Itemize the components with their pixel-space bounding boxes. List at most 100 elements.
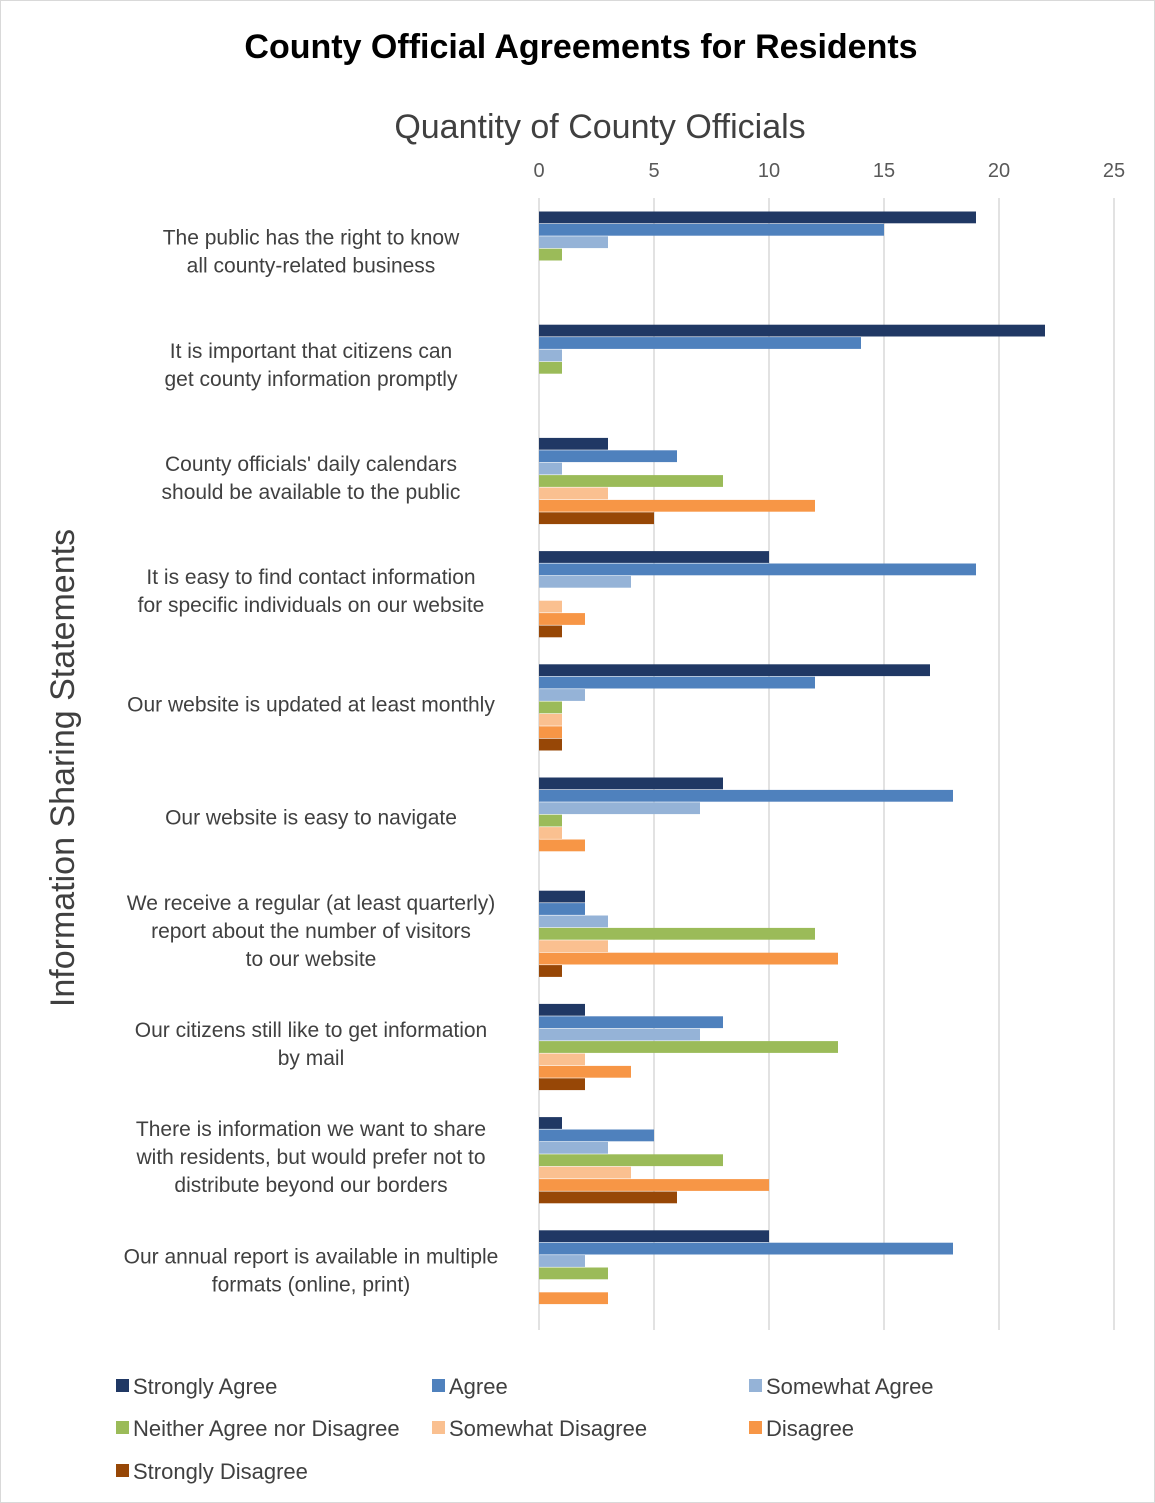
category-label: Our website is easy to navigate xyxy=(165,807,457,830)
bar xyxy=(539,1154,723,1167)
bar xyxy=(539,223,884,236)
bar xyxy=(539,915,608,928)
legend-swatch xyxy=(116,1421,129,1434)
bar xyxy=(539,903,585,915)
bar xyxy=(539,600,562,613)
bar xyxy=(539,462,562,475)
legend-item: Disagree xyxy=(749,1416,854,1441)
x-tick-label: 20 xyxy=(988,160,1010,182)
bar xyxy=(539,324,1045,337)
bar xyxy=(539,1255,585,1267)
y-axis-title: Information Sharing Statements xyxy=(44,529,82,1007)
legend-label: Somewhat Disagree xyxy=(449,1416,647,1441)
category-label: We receive a regular (at least quarterly… xyxy=(127,892,495,971)
category-label: Our annual report is available in multip… xyxy=(124,1245,499,1296)
bar xyxy=(539,499,815,512)
legend-swatch xyxy=(432,1379,445,1392)
legend-swatch xyxy=(749,1379,762,1392)
bar xyxy=(539,563,976,576)
bar xyxy=(539,1053,585,1066)
legend-swatch xyxy=(116,1379,129,1392)
bar xyxy=(539,1028,700,1041)
bar xyxy=(539,1230,769,1243)
x-tick-label: 10 xyxy=(758,160,780,182)
legend-label: Strongly Disagree xyxy=(133,1459,308,1484)
category-label: Our website is updated at least monthly xyxy=(127,693,495,716)
legend-swatch xyxy=(432,1421,445,1434)
bar xyxy=(539,1191,677,1204)
bar xyxy=(539,475,723,487)
chart-title: County Official Agreements for Residents xyxy=(244,28,917,66)
bar xyxy=(539,349,562,362)
legend-label: Somewhat Agree xyxy=(766,1374,934,1399)
bar xyxy=(539,814,562,827)
bar xyxy=(539,248,562,261)
category-labels: The public has the right to know all coun… xyxy=(124,227,499,1297)
category-label: There is information we want to share wit… xyxy=(135,1118,486,1197)
bar xyxy=(539,1065,631,1078)
bar xyxy=(539,789,953,802)
legend-item: Neither Agree nor Disagree xyxy=(116,1416,400,1441)
bar xyxy=(539,689,585,701)
bar xyxy=(539,664,930,677)
x-axis-ticks: 0 5 10 15 20 25 xyxy=(533,160,1125,182)
bar xyxy=(539,236,608,249)
legend-label: Neither Agree nor Disagree xyxy=(133,1416,400,1441)
bar xyxy=(539,1267,608,1280)
bar xyxy=(539,839,585,852)
bar xyxy=(539,1117,562,1129)
bar xyxy=(539,1179,769,1191)
bar xyxy=(539,211,976,224)
legend-label: Disagree xyxy=(766,1416,854,1441)
legend-item: Agree xyxy=(432,1374,508,1399)
bar xyxy=(539,701,562,714)
legend-item: Somewhat Disagree xyxy=(432,1416,647,1441)
bars xyxy=(539,211,1045,1305)
legend-swatch xyxy=(116,1464,129,1477)
legend-swatch xyxy=(749,1421,762,1434)
bar xyxy=(539,890,585,903)
bar xyxy=(539,1166,631,1179)
x-tick-label: 25 xyxy=(1103,160,1125,182)
bar xyxy=(539,940,608,953)
bar xyxy=(539,1041,838,1053)
bar xyxy=(539,738,562,751)
bar xyxy=(539,827,562,839)
x-tick-label: 5 xyxy=(648,160,659,182)
category-label: County officials' daily calendars should … xyxy=(162,453,461,504)
x-axis-title: Quantity of County Officials xyxy=(394,108,805,146)
bar xyxy=(539,1242,953,1255)
bar xyxy=(539,1078,585,1091)
bar xyxy=(539,676,815,689)
bar xyxy=(539,551,769,563)
bar xyxy=(539,777,723,790)
gridlines xyxy=(538,198,1115,1330)
bar xyxy=(539,625,562,638)
bar xyxy=(539,965,562,977)
bar xyxy=(539,952,838,965)
bar xyxy=(539,450,677,463)
bar xyxy=(539,361,562,374)
bar xyxy=(539,613,585,625)
category-label: It is important that citizens can get cou… xyxy=(165,340,458,391)
bar xyxy=(539,512,654,525)
x-tick-label: 0 xyxy=(533,160,544,182)
legend-label: Agree xyxy=(449,1374,508,1399)
legend-item: Somewhat Agree xyxy=(749,1374,934,1399)
bar xyxy=(539,713,562,726)
legend: Strongly Agree Agree Somewhat Agree Neither… xyxy=(116,1374,934,1484)
bar xyxy=(539,575,631,588)
bar xyxy=(539,337,861,349)
bar xyxy=(539,1129,654,1142)
bar xyxy=(539,1292,608,1305)
bar xyxy=(539,487,608,500)
category-label: It is easy to find contact information fo… xyxy=(138,566,485,617)
bar xyxy=(539,726,562,739)
bar xyxy=(539,1016,723,1029)
bar xyxy=(539,1003,585,1016)
legend-label: Strongly Agree xyxy=(133,1374,277,1399)
legend-item: Strongly Agree xyxy=(116,1374,277,1399)
bar xyxy=(539,1141,608,1154)
legend-item: Strongly Disagree xyxy=(116,1459,308,1484)
